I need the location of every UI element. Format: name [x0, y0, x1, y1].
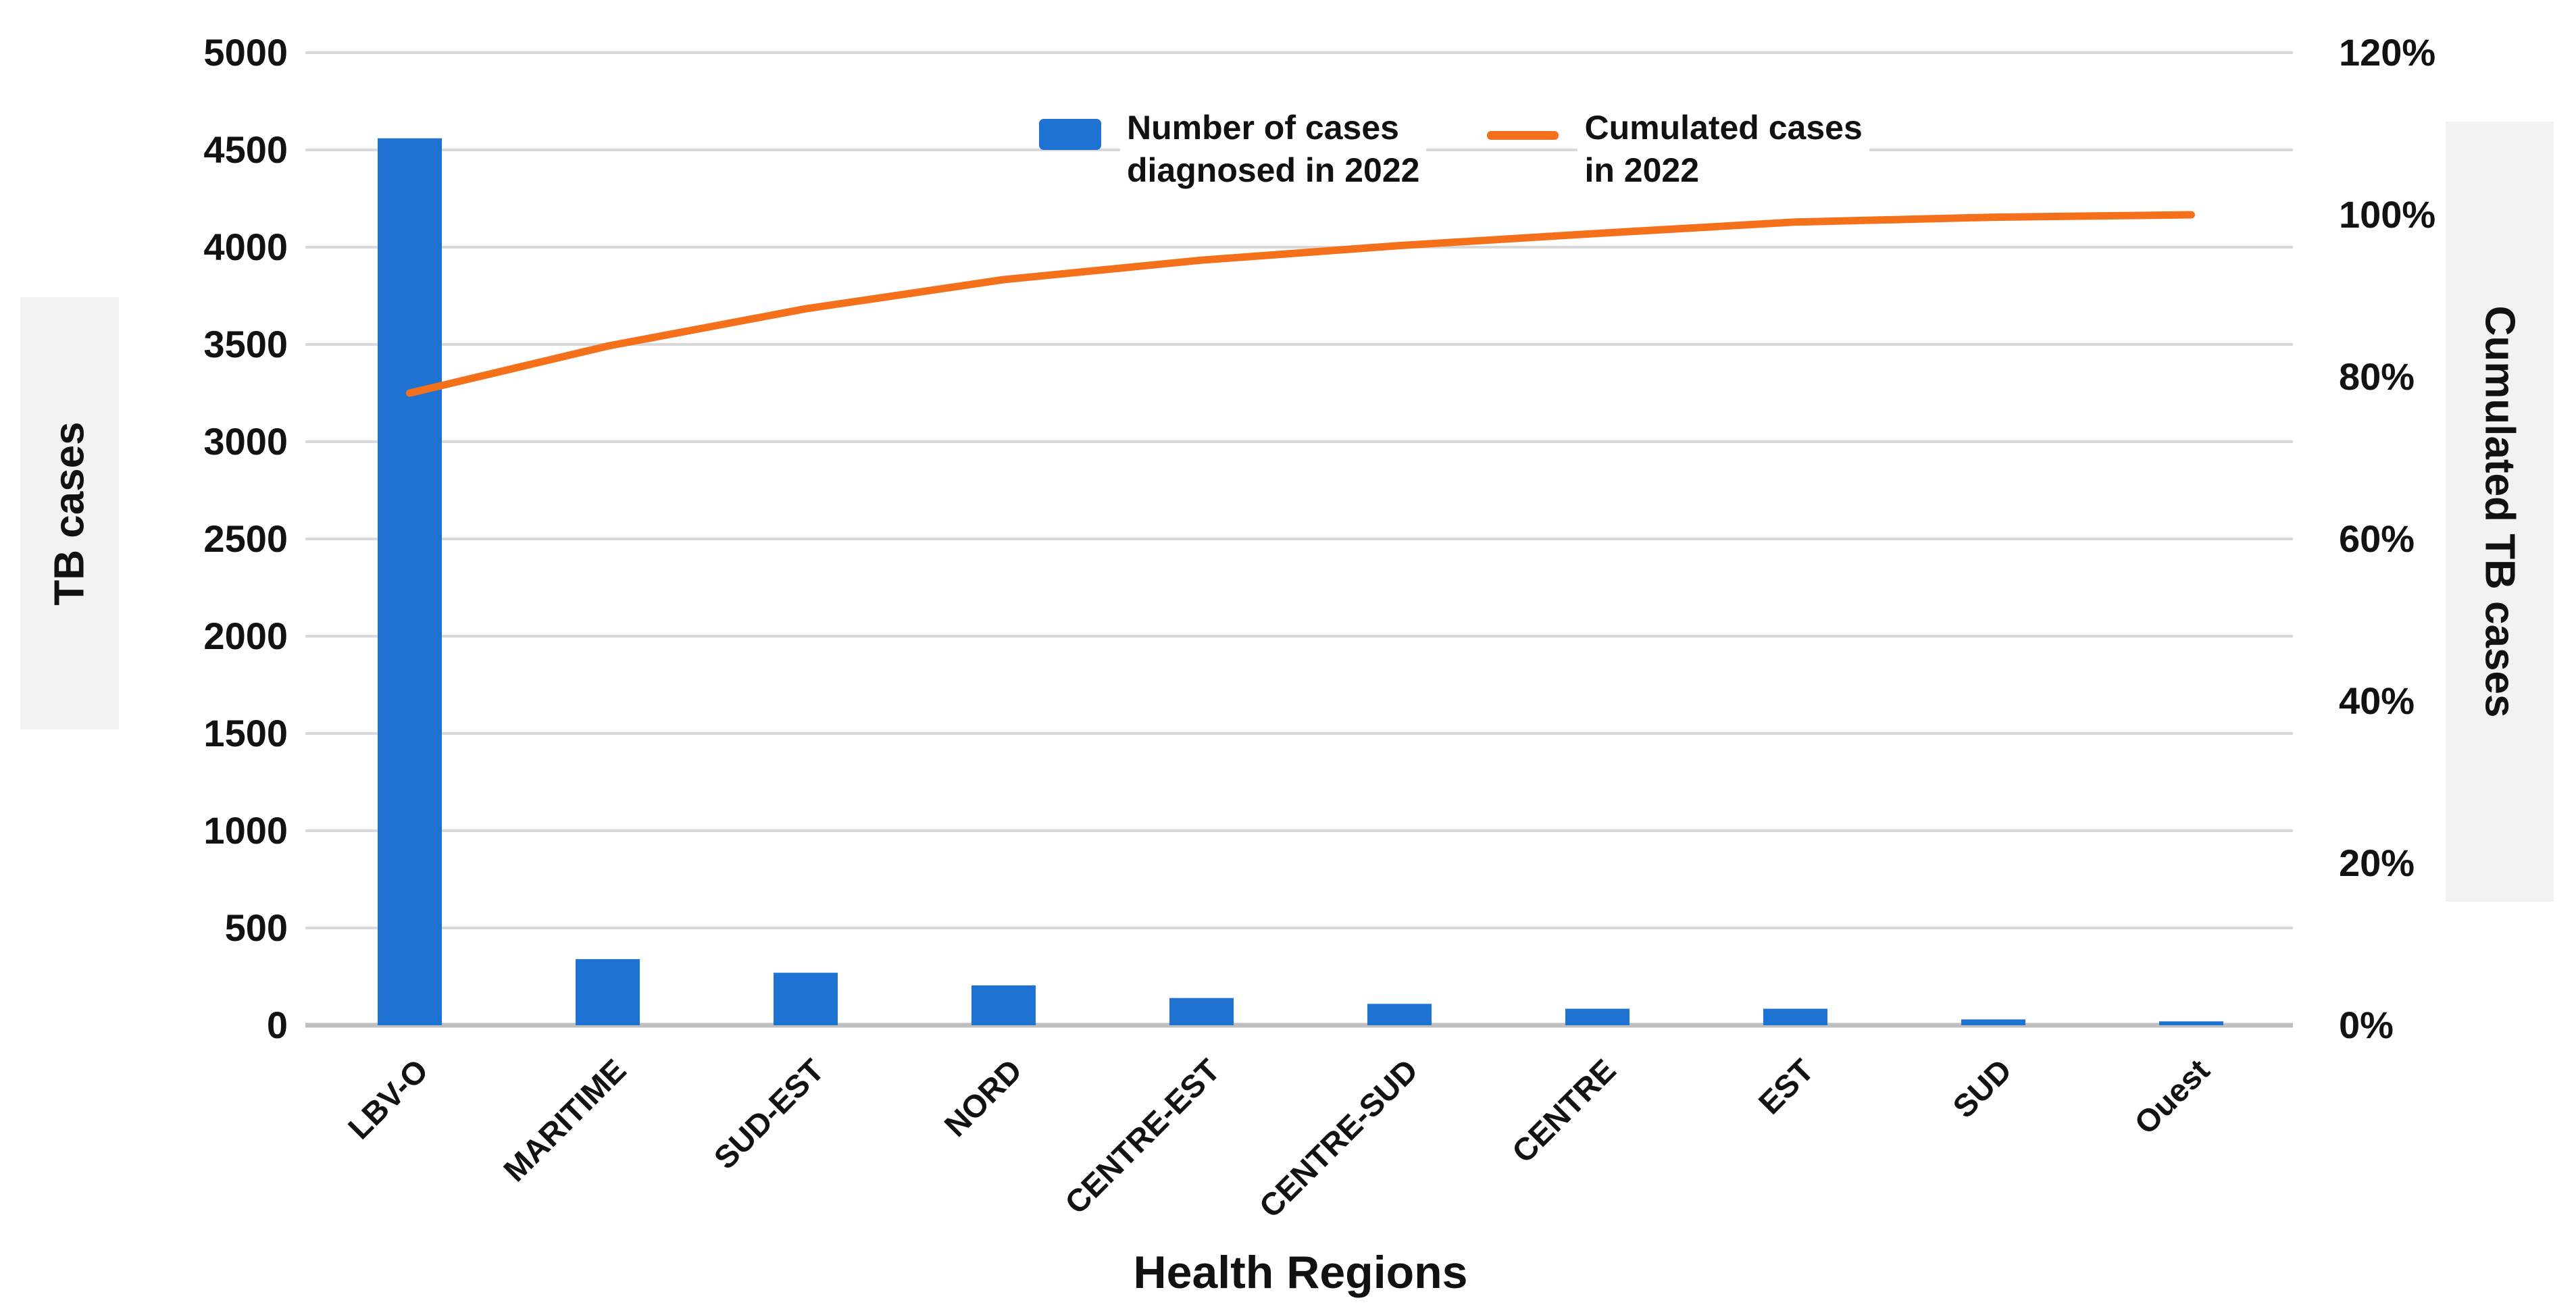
left-axis-tick: 3000: [203, 420, 288, 463]
x-axis-label: SUD: [1946, 1052, 2019, 1125]
right-axis-tick: 100%: [2339, 193, 2435, 236]
right-axis-tick: 120%: [2339, 31, 2435, 74]
left-axis-tick: 3500: [203, 323, 288, 365]
right-axis-tick: 80%: [2339, 355, 2415, 398]
left-axis-tick: 1500: [203, 712, 288, 754]
x-axis-label: LBV-O: [341, 1052, 435, 1146]
legend: Number of cases diagnosed in 2022 Cumula…: [1039, 107, 1869, 192]
x-axis-label: NORD: [937, 1052, 1028, 1143]
x-axis-label: CENTRE-SUD: [1252, 1052, 1424, 1224]
bar-Ouest: [2159, 1021, 2223, 1025]
bar-CENTRE-EST: [1169, 998, 1234, 1025]
line-series-label-line1: Cumulated cases: [1584, 109, 1863, 147]
x-axis-label: Ouest: [2127, 1052, 2217, 1141]
bar-series-label: Number of cases diagnosed in 2022: [1120, 107, 1427, 192]
bar-series-swatch: [1039, 119, 1101, 150]
bar-CENTRE: [1565, 1008, 1630, 1025]
left-axis-tick: 2500: [203, 517, 288, 560]
left-axis-tick: 5000: [203, 31, 288, 74]
bar-EST: [1763, 1008, 1827, 1025]
left-axis-tick: 4500: [203, 128, 288, 171]
line-series-label: Cumulated cases in 2022: [1577, 107, 1869, 192]
bar-NORD: [971, 985, 1036, 1025]
left-axis-tick: 2000: [203, 615, 288, 657]
left-axis-tick: 1000: [203, 809, 288, 852]
bar-series-label-line2: diagnosed in 2022: [1127, 151, 1420, 189]
left-axis-tick: 4000: [203, 226, 288, 268]
bar-SUD: [1961, 1019, 2025, 1025]
right-axis-tick: 60%: [2339, 517, 2415, 560]
bar-LBV-O: [378, 138, 442, 1026]
right-axis-tick: 0%: [2339, 1004, 2394, 1046]
x-axis-label: CENTRE: [1505, 1052, 1622, 1170]
cumulative-line: [406, 211, 2195, 397]
x-axis-label: SUD-EST: [707, 1052, 831, 1176]
bar-series-label-line1: Number of cases: [1127, 109, 1399, 147]
left-axis-tick: 0: [267, 1004, 288, 1046]
right-axis-tick: 20%: [2339, 842, 2415, 884]
left-axis-tick: 500: [225, 906, 288, 949]
left-axis-title: TB cases: [46, 421, 93, 606]
line-series-label-line2: in 2022: [1584, 151, 1700, 189]
left-axis-title-box: TB cases: [20, 297, 119, 729]
x-axis-label: MARITIME: [497, 1052, 633, 1189]
bar-SUD-EST: [774, 973, 838, 1025]
bar-MARITIME: [576, 959, 640, 1025]
x-axis-title: Health Regions: [1133, 1247, 1468, 1298]
right-axis-title: Cumulated TB cases: [2476, 305, 2523, 718]
bar-CENTRE-SUD: [1367, 1004, 1432, 1025]
x-axis-label: CENTRE-EST: [1058, 1052, 1227, 1220]
right-axis-tick: 40%: [2339, 679, 2415, 722]
right-axis-title-box: Cumulated TB cases: [2446, 122, 2554, 902]
line-series-swatch: [1487, 131, 1559, 140]
x-axis-label: EST: [1751, 1052, 1820, 1120]
